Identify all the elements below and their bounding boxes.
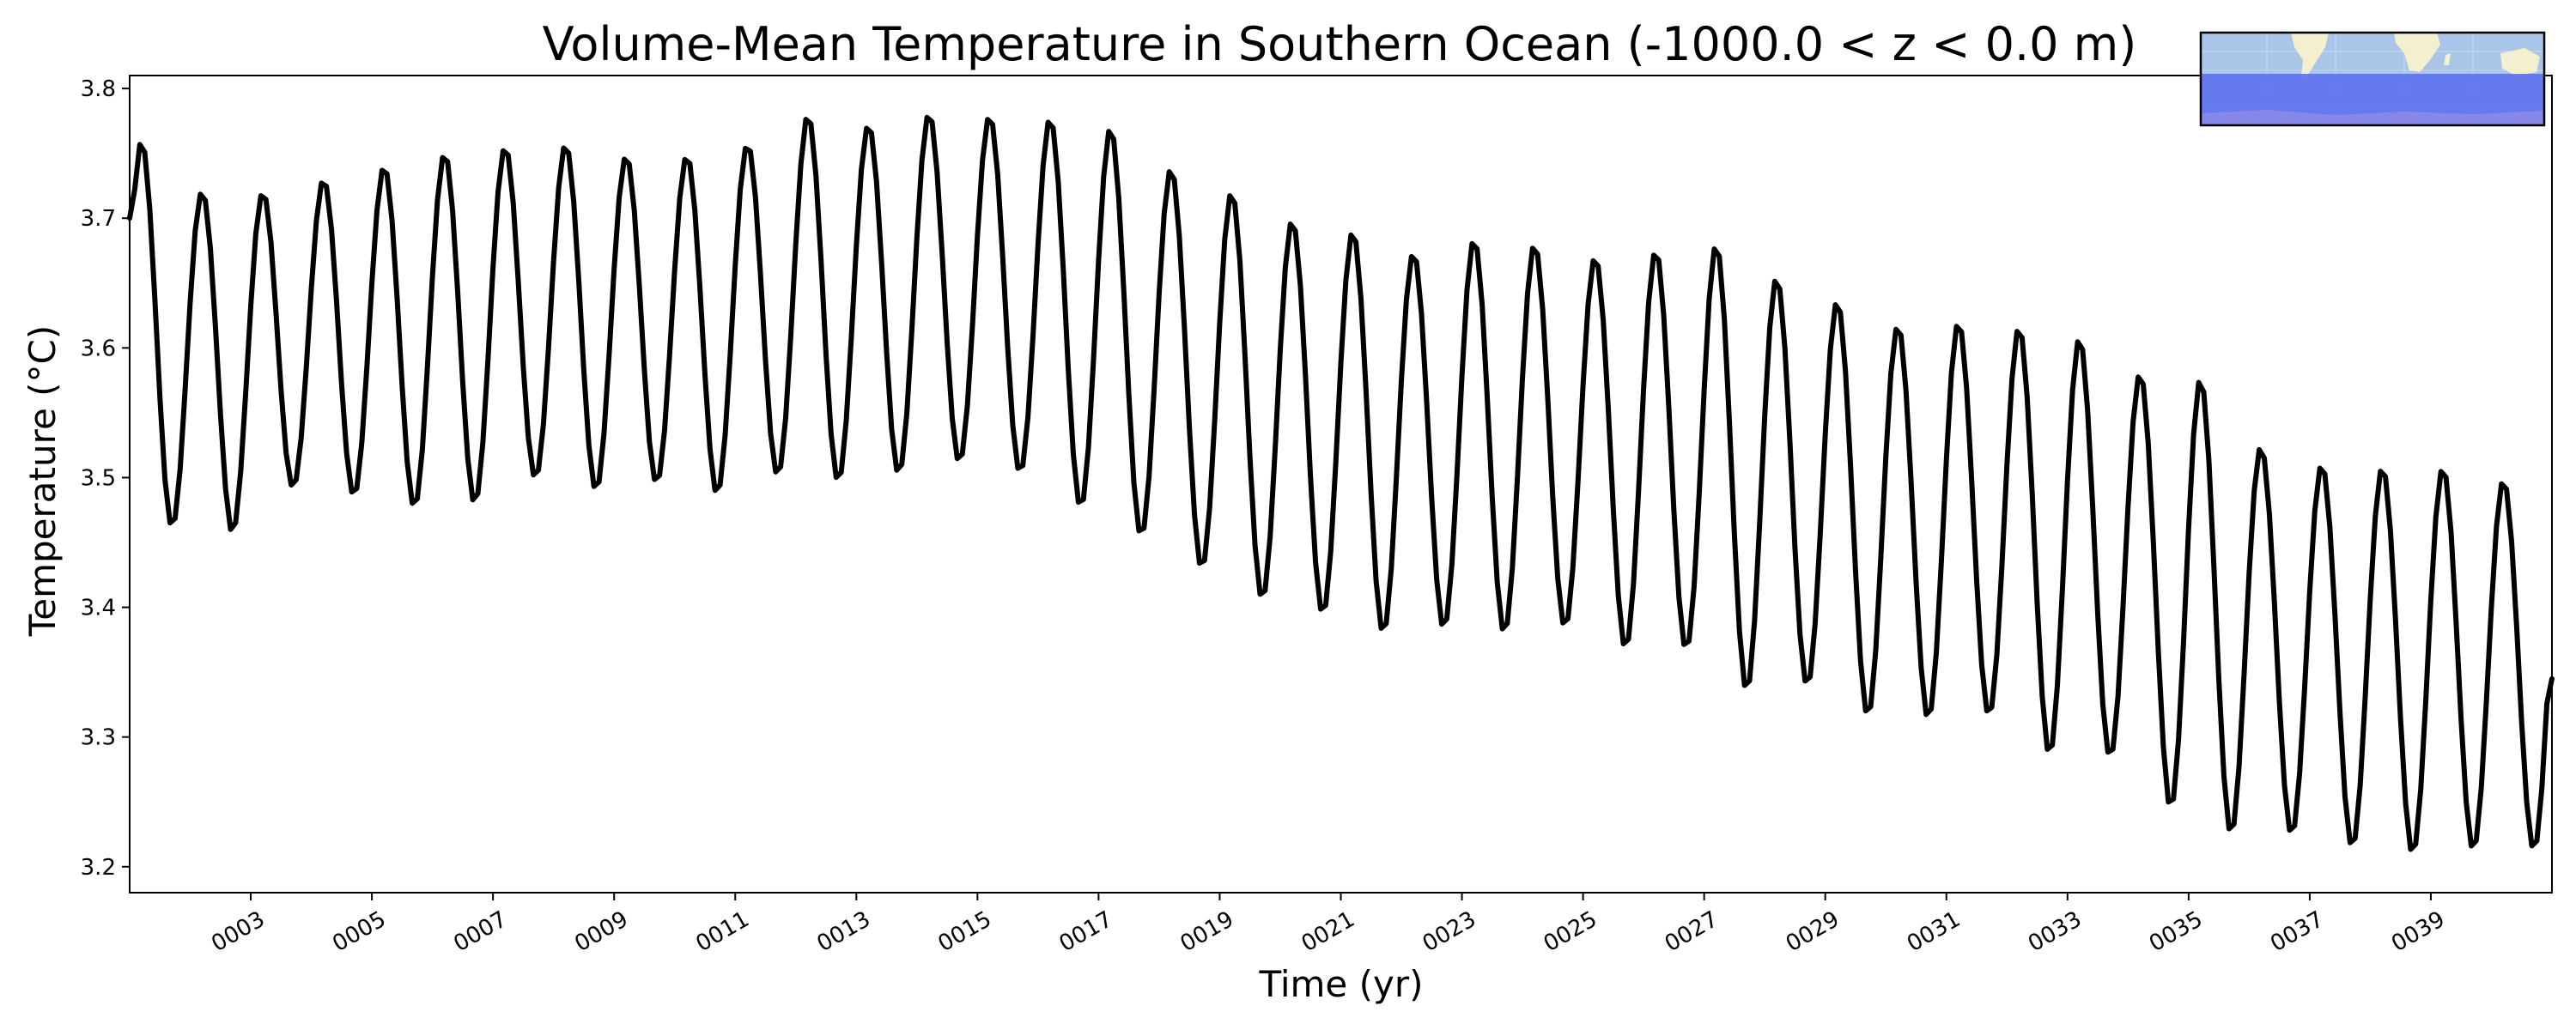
x-tick-label: 0031 bbox=[1903, 906, 1965, 957]
world-map-icon bbox=[2199, 31, 2546, 127]
y-tick-label: 3.7 bbox=[81, 206, 116, 232]
inset-land-madagascar bbox=[2444, 53, 2451, 65]
x-tick-label: 0007 bbox=[449, 906, 511, 957]
x-tick-label: 0003 bbox=[207, 906, 269, 957]
y-axis-label-prefix: Temperature ( bbox=[21, 382, 64, 637]
y-axis-label-suffix: ) bbox=[21, 325, 64, 339]
temperature-series-line bbox=[127, 114, 2555, 852]
y-axis-ticks: 3.2 3.3 3.4 3.5 3.6 3.7 3.8 bbox=[81, 76, 130, 881]
x-tick-label: 0027 bbox=[1661, 906, 1722, 957]
x-tick-label: 0013 bbox=[812, 906, 874, 957]
inset-land-australia bbox=[2500, 48, 2540, 76]
x-tick-label: 0029 bbox=[1782, 906, 1844, 957]
x-tick-label: 0039 bbox=[2387, 906, 2449, 957]
inset-border bbox=[2199, 31, 2546, 127]
y-tick-label: 3.3 bbox=[81, 725, 116, 751]
y-tick-label: 3.5 bbox=[81, 465, 116, 491]
x-tick-label: 0011 bbox=[691, 906, 753, 957]
x-tick-label: 0009 bbox=[570, 906, 632, 957]
x-tick-label: 0025 bbox=[1540, 906, 1601, 957]
y-axis-label: Temperature (°C) bbox=[21, 325, 64, 638]
x-tick-label: 0015 bbox=[934, 906, 996, 957]
y-axis-label-unit: °C bbox=[21, 339, 64, 382]
x-axis-label: Time (yr) bbox=[1258, 963, 1423, 1005]
inset-land-south-america bbox=[2291, 33, 2329, 77]
x-tick-label: 0037 bbox=[2266, 906, 2328, 957]
x-axis-ticks: 0003 0005 0007 0009 0011 0013 0015 0017 0019 0021… bbox=[207, 893, 2449, 957]
y-tick-label: 3.6 bbox=[81, 336, 116, 361]
y-tick-label: 3.2 bbox=[81, 855, 116, 881]
x-tick-label: 0019 bbox=[1176, 906, 1238, 957]
y-tick-label: 3.8 bbox=[81, 76, 116, 102]
inset-land-africa bbox=[2394, 33, 2440, 72]
x-tick-label: 0005 bbox=[328, 906, 390, 957]
y-tick-label: 3.4 bbox=[81, 596, 116, 621]
inset-land-antarctica bbox=[2201, 110, 2544, 125]
plot-frame bbox=[129, 75, 2553, 894]
x-tick-label: 0017 bbox=[1055, 906, 1117, 957]
x-tick-label: 0035 bbox=[2145, 906, 2207, 957]
chart-title: Volume-Mean Temperature in Southern Ocea… bbox=[543, 17, 2137, 71]
x-tick-label: 0021 bbox=[1297, 906, 1359, 957]
x-tick-label: 0033 bbox=[2024, 906, 2086, 957]
x-tick-label: 0023 bbox=[1419, 906, 1480, 957]
